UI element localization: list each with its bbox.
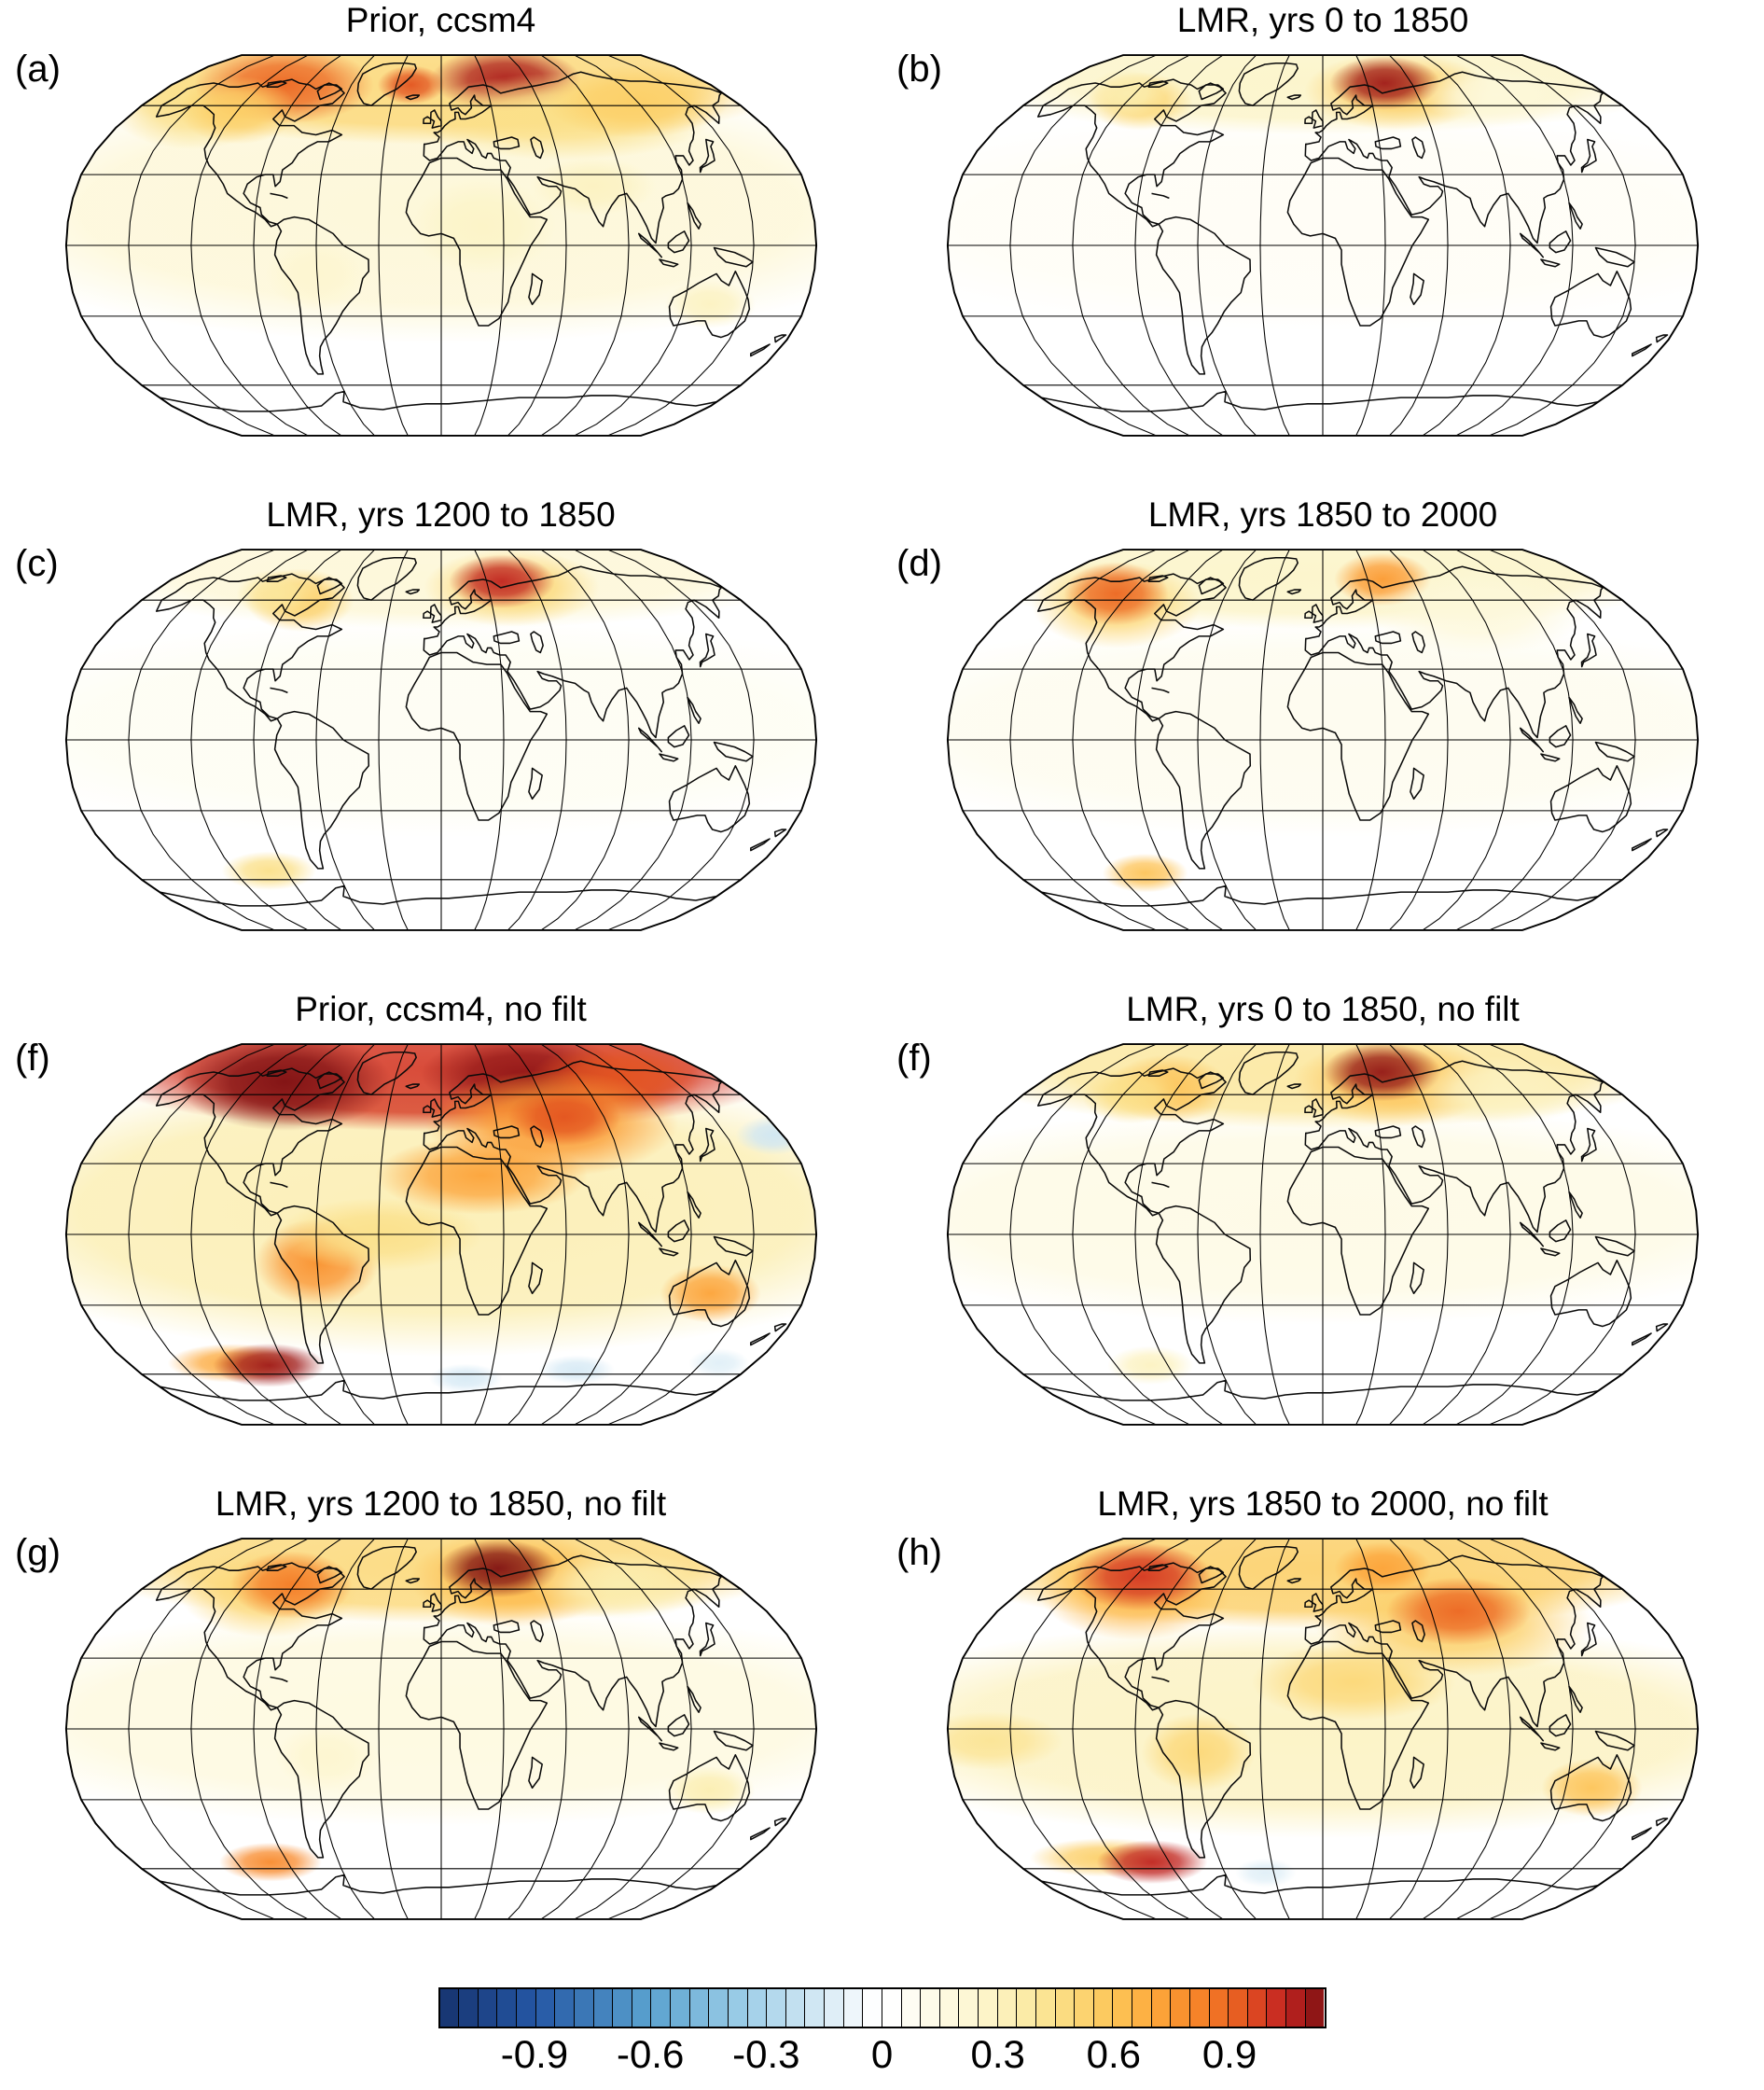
colorbar-cell (632, 1989, 652, 2027)
colorbar-tick-label: -0.9 (500, 2032, 569, 2076)
colorbar-cell (517, 1989, 536, 2027)
panel-a: Prior, ccsm4 (a) (0, 0, 882, 495)
colorbar-tick-label: 0 (870, 2032, 894, 2076)
panel-b: LMR, yrs 0 to 1850 (b) (882, 0, 1764, 495)
colorbar-cell (921, 1989, 940, 2027)
colorbar-cell (593, 1989, 614, 2027)
colorbar-cell (1305, 1989, 1325, 2027)
panel-letter-label: (b) (896, 49, 942, 90)
panel-title: Prior, ccsm4 (345, 1, 536, 39)
colorbar-cell (1189, 1989, 1210, 2027)
colorbar-cell (805, 1989, 825, 2027)
colorbar-cell (1286, 1989, 1306, 2027)
colorbar-cell (613, 1989, 632, 2027)
colorbar-cell (785, 1989, 806, 2027)
colorbar-cell (939, 1989, 960, 2027)
colorbar-cells (438, 1987, 1326, 2028)
colorbar-cell (882, 1989, 902, 2027)
colorbar-cell (1247, 1989, 1268, 2027)
colorbar-cell (1132, 1989, 1152, 2027)
colorbar-cell (1113, 1989, 1132, 2027)
colorbar-cell (1017, 1989, 1036, 2027)
panel-grid: Prior, ccsm4 (a) LMR, yrs 0 to 1850 (b) … (0, 0, 1764, 1978)
colorbar-cell (478, 1989, 498, 2027)
colorbar-cell (709, 1989, 729, 2027)
colorbar-cell (1151, 1989, 1172, 2027)
colorbar-cell (843, 1989, 864, 2027)
colorbar-cell (689, 1989, 710, 2027)
panel-title: LMR, yrs 1200 to 1850 (266, 495, 616, 534)
colorbar-cell (651, 1989, 671, 2027)
colorbar-cell (825, 1989, 844, 2027)
panel-title: LMR, yrs 0 to 1850, no filt (1126, 990, 1520, 1028)
colorbar-cell (979, 1989, 998, 2027)
world-map (64, 549, 818, 931)
panel-c: LMR, yrs 1200 to 1850 (c) (0, 495, 882, 989)
panel-title: Prior, ccsm4, no filt (295, 990, 587, 1028)
colorbar-tick-label: 0.3 (970, 2032, 1025, 2076)
panel-letter-label: (c) (15, 543, 59, 584)
colorbar-cell (767, 1989, 786, 2027)
colorbar-cell (555, 1989, 575, 2027)
colorbar-cell (1075, 1989, 1094, 2027)
colorbar-cell (1035, 1989, 1056, 2027)
colorbar-cell (728, 1989, 748, 2027)
colorbar-tick-label: -0.3 (732, 2032, 800, 2076)
panel-letter-label: (f) (896, 1038, 932, 1079)
colorbar-cell (671, 1989, 690, 2027)
panel-title: LMR, yrs 0 to 1850 (1176, 1, 1469, 39)
colorbar-cell (535, 1989, 556, 2027)
panel-h: LMR, yrs 1850 to 2000, no filt (h) (882, 1484, 1764, 1978)
colorbar-tick-label: 0.9 (1201, 2032, 1257, 2076)
colorbar-tick-labels: -0.9 -0.6 -0.3 0 0.3 0.6 0.9 (438, 2028, 1326, 2081)
colorbar-cell (997, 1989, 1018, 2027)
world-map (64, 54, 818, 437)
panel-letter-label: (a) (15, 49, 61, 90)
panel-letter-label: (h) (896, 1532, 942, 1573)
world-map (946, 54, 1700, 437)
colorbar-tick-label: -0.6 (616, 2032, 685, 2076)
colorbar-cell (1055, 1989, 1076, 2027)
world-map (946, 1538, 1700, 1920)
colorbar-cell (1267, 1989, 1286, 2027)
colorbar-cell (1171, 1989, 1190, 2027)
panel-title: LMR, yrs 1850 to 2000 (1147, 495, 1498, 534)
colorbar-cell (574, 1989, 594, 2027)
colorbar-cell (747, 1989, 768, 2027)
panel-g: LMR, yrs 1200 to 1850, no filt (g) (0, 1484, 882, 1978)
colorbar-cell (901, 1989, 922, 2027)
colorbar: -0.9 -0.6 -0.3 0 0.3 0.6 0.9 (438, 1987, 1326, 2090)
colorbar-cell (1209, 1989, 1229, 2027)
colorbar-cell (459, 1989, 479, 2027)
panel-title: LMR, yrs 1200 to 1850, no filt (215, 1484, 667, 1523)
panel-d: LMR, yrs 1850 to 2000 (d) (882, 495, 1764, 989)
panel-letter-label: (g) (15, 1532, 61, 1573)
panel-title: LMR, yrs 1850 to 2000, no filt (1097, 1484, 1549, 1523)
panel-e: Prior, ccsm4, no filt (f) (0, 989, 882, 1484)
colorbar-cell (1229, 1989, 1248, 2027)
world-map (64, 1043, 818, 1426)
colorbar-cell (863, 1989, 882, 2027)
colorbar-tick-label: 0.6 (1086, 2032, 1142, 2076)
colorbar-cell (439, 1989, 460, 2027)
panel-letter-label: (f) (15, 1038, 50, 1079)
colorbar-cell (497, 1989, 517, 2027)
world-map (64, 1538, 818, 1920)
colorbar-cell (1093, 1989, 1114, 2027)
panel-letter-label: (d) (896, 543, 942, 584)
world-map (946, 549, 1700, 931)
panel-f: LMR, yrs 0 to 1850, no filt (f) (882, 989, 1764, 1484)
colorbar-cell (959, 1989, 979, 2027)
world-map (946, 1043, 1700, 1426)
